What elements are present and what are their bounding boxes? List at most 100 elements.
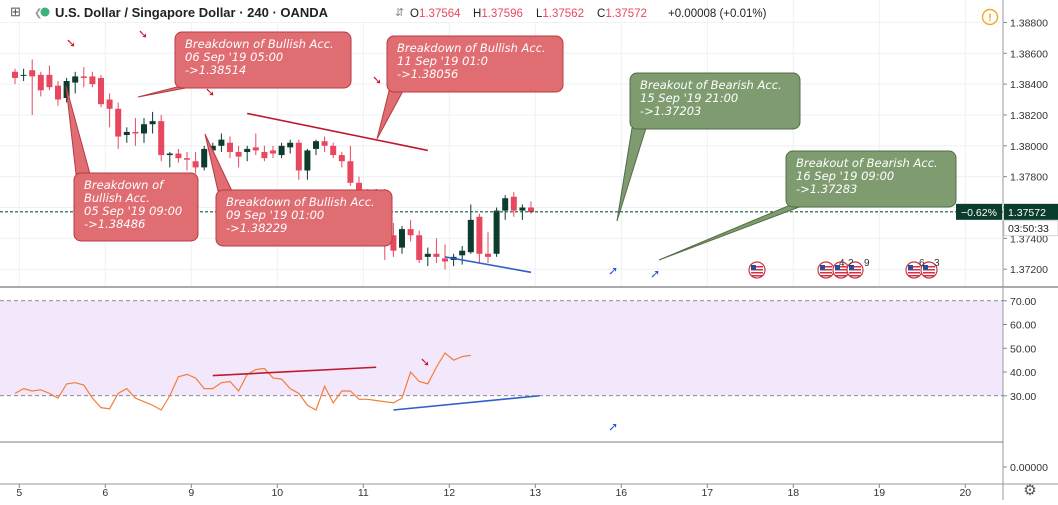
- candle[interactable]: [235, 145, 242, 168]
- callout-red[interactable]: Breakdown of Bullish Acc.09 Sep '19 01:0…: [204, 133, 393, 247]
- candle-body: [330, 145, 337, 156]
- candle[interactable]: [485, 232, 491, 264]
- candle[interactable]: [304, 148, 311, 180]
- candle[interactable]: [55, 81, 61, 106]
- candle-body: [252, 147, 259, 151]
- candle[interactable]: [278, 142, 285, 159]
- candle[interactable]: [330, 142, 337, 159]
- us-flag-icon[interactable]: [846, 261, 864, 279]
- candle[interactable]: [158, 114, 165, 162]
- candle[interactable]: [416, 230, 423, 264]
- candle[interactable]: [227, 136, 233, 159]
- candle[interactable]: [510, 192, 517, 217]
- flag-stripe: [849, 275, 861, 277]
- candle[interactable]: [313, 139, 319, 156]
- candle[interactable]: [252, 133, 259, 156]
- candle[interactable]: [467, 204, 474, 254]
- candle[interactable]: [175, 148, 182, 163]
- us-flag-icon[interactable]: [920, 261, 938, 279]
- candle-body: [166, 153, 173, 156]
- ohlc-open: O1.37564: [410, 8, 461, 20]
- ohlc-close: C1.37572: [597, 8, 647, 20]
- candle[interactable]: [132, 118, 139, 146]
- candle[interactable]: [72, 71, 79, 94]
- candle[interactable]: [287, 139, 294, 154]
- candle-body: [192, 161, 199, 168]
- candle[interactable]: [29, 59, 36, 115]
- candle[interactable]: [201, 145, 208, 171]
- candle-body: [201, 148, 208, 168]
- callout-green[interactable]: Breakout of Bearish Acc.15 Sep '19 21:00…: [616, 72, 801, 222]
- candle[interactable]: [390, 222, 397, 257]
- candle[interactable]: [46, 65, 53, 91]
- candle[interactable]: [493, 207, 500, 257]
- candle[interactable]: [270, 145, 276, 159]
- candle[interactable]: [459, 246, 466, 265]
- candle[interactable]: [115, 102, 122, 149]
- callout-line: 09 Sep '19 01:00: [226, 208, 324, 222]
- us-flag-icon[interactable]: [817, 261, 835, 279]
- rsi-tick-label: 70.00: [1010, 296, 1036, 308]
- flag-canton: [820, 265, 825, 270]
- flag-canton: [751, 265, 756, 270]
- callout-line: 16 Sep '19 09:00: [796, 169, 894, 183]
- collapse-chevron-icon[interactable]: ❮: [34, 8, 42, 19]
- last-price-text: 1.37572: [1008, 207, 1046, 219]
- candle[interactable]: [433, 238, 440, 264]
- crosshair-icon[interactable]: ⊞: [10, 4, 21, 19]
- candle-body: [407, 229, 414, 236]
- candle[interactable]: [98, 74, 104, 108]
- candle[interactable]: [295, 139, 302, 180]
- callout-line: ->1.38514: [185, 63, 246, 77]
- candle[interactable]: [141, 118, 147, 143]
- callout-green[interactable]: Breakout of Bearish Acc.16 Sep '19 09:00…: [658, 150, 957, 261]
- candle-body: [72, 76, 79, 83]
- candle[interactable]: [338, 151, 345, 168]
- candle[interactable]: [321, 136, 328, 152]
- settings-gear-icon[interactable]: ⚙: [1023, 482, 1036, 499]
- candle[interactable]: [89, 71, 96, 88]
- flag-stripe: [820, 269, 832, 271]
- time-tick-label: 10: [271, 487, 283, 499]
- callout-red[interactable]: Breakdown of Bullish Acc.06 Sep '19 05:0…: [137, 31, 352, 98]
- candle[interactable]: [218, 133, 225, 152]
- candle[interactable]: [149, 111, 156, 134]
- flag-stripe: [908, 269, 920, 271]
- candle[interactable]: [37, 71, 44, 97]
- alert-warning-icon[interactable]: [981, 8, 999, 26]
- candle[interactable]: [123, 127, 130, 143]
- candle[interactable]: [20, 68, 27, 82]
- time-tick-label: 16: [615, 487, 627, 499]
- candle-body: [132, 131, 139, 134]
- up-down-arrow-icon[interactable]: ⇵: [395, 7, 404, 19]
- callout-red[interactable]: Breakdown of Bullish Acc.11 Sep '19 01:0…: [376, 35, 564, 140]
- flag-canton: [849, 265, 854, 270]
- candle[interactable]: [347, 145, 354, 186]
- candle-body: [141, 124, 147, 134]
- candle[interactable]: [424, 247, 431, 267]
- flag-stripe: [923, 269, 935, 271]
- candle[interactable]: [184, 151, 190, 171]
- candle-body: [98, 77, 104, 105]
- candle[interactable]: [244, 145, 251, 162]
- bullish-arrow-icon: ➘: [606, 266, 620, 276]
- ohlc-high: H1.37596: [473, 8, 523, 20]
- price-tick-label: 1.38600: [1010, 48, 1048, 60]
- candle[interactable]: [476, 213, 483, 264]
- candle[interactable]: [502, 195, 509, 220]
- candle[interactable]: [261, 145, 268, 162]
- symbol-title[interactable]: U.S. Dollar / Singapore Dollar · 240 · O…: [55, 5, 329, 20]
- candle[interactable]: [166, 151, 173, 168]
- candle[interactable]: [106, 93, 113, 128]
- candle-body: [123, 131, 130, 136]
- candle[interactable]: [80, 67, 87, 88]
- candle[interactable]: [407, 219, 414, 242]
- candle[interactable]: [12, 68, 18, 85]
- candle-body: [184, 158, 190, 160]
- candle[interactable]: [192, 151, 199, 174]
- callout-line: Breakdown of: [84, 178, 165, 192]
- price-tick-label: 1.37400: [1010, 233, 1048, 245]
- candle[interactable]: [399, 226, 405, 254]
- us-flag-icon[interactable]: [748, 261, 766, 279]
